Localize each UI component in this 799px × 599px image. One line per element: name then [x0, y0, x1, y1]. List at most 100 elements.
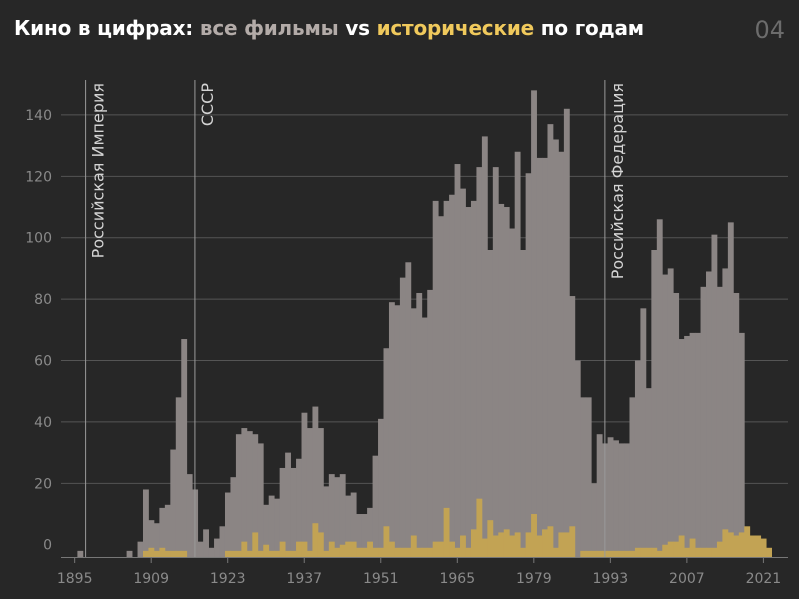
bar-all-films	[274, 498, 281, 557]
bar-historical	[427, 547, 434, 557]
bar-all-films	[372, 455, 379, 557]
bar-historical	[323, 550, 330, 557]
bar-all-films	[716, 286, 723, 557]
bar-all-films	[520, 250, 527, 557]
bar-all-films	[574, 360, 581, 557]
bar-historical	[640, 547, 647, 557]
bar-historical	[618, 550, 625, 557]
bar-all-films	[700, 286, 707, 557]
title-vs: vs	[338, 16, 377, 40]
bar-historical	[727, 532, 734, 557]
bar-historical	[563, 532, 570, 557]
bar-historical	[749, 535, 756, 557]
bar-historical	[399, 547, 406, 557]
bar-all-films	[547, 124, 554, 557]
bar-all-films	[399, 277, 406, 557]
bar-historical	[388, 541, 395, 557]
bar-historical	[607, 550, 614, 557]
bar-historical	[230, 550, 237, 557]
bar-all-films	[509, 228, 516, 557]
bar-all-films	[607, 437, 614, 557]
bar-all-films	[503, 207, 510, 557]
bar-all-films	[405, 262, 412, 557]
bar-historical	[443, 507, 450, 557]
bar-historical	[170, 550, 177, 557]
bar-all-films	[296, 458, 302, 557]
bar-all-films	[164, 504, 171, 557]
bar-all-films	[706, 271, 712, 557]
bar-all-films	[367, 507, 373, 557]
bar-historical	[356, 547, 363, 557]
bar-all-films	[542, 157, 548, 557]
bar-historical	[181, 550, 188, 557]
bar-all-films	[257, 443, 264, 557]
bar-all-films	[268, 495, 275, 557]
x-tick-label: 1937	[286, 571, 322, 587]
bar-historical	[454, 547, 461, 557]
bar-historical	[306, 550, 313, 557]
bar-all-films	[334, 477, 341, 557]
bar-historical	[711, 547, 718, 557]
bar-all-films	[126, 550, 133, 557]
bar-historical	[274, 550, 281, 557]
bar-all-films	[214, 538, 220, 557]
bar-all-films	[219, 526, 226, 557]
bar-historical	[148, 547, 155, 557]
bar-historical	[465, 547, 472, 557]
bar-historical	[585, 550, 592, 557]
bar-all-films	[727, 222, 734, 557]
bar-historical	[361, 547, 368, 557]
title-historical: исторические	[376, 16, 535, 40]
bar-all-films	[388, 302, 395, 557]
bar-historical	[246, 550, 253, 557]
bar-all-films	[290, 467, 297, 557]
bar-historical	[645, 547, 652, 557]
title-part-lead: Кино в цифрах:	[14, 16, 200, 40]
bar-all-films	[552, 139, 559, 558]
bar-historical	[629, 550, 636, 557]
bar-historical	[634, 547, 641, 557]
bar-historical	[706, 547, 712, 557]
bar-historical	[263, 544, 270, 557]
bar-all-films	[203, 529, 209, 557]
bar-all-films	[246, 431, 253, 557]
bar-historical	[476, 498, 483, 557]
bar-all-films	[263, 504, 270, 557]
bar-all-films	[421, 317, 428, 557]
title-part-tail: по годам	[534, 16, 644, 40]
bar-all-films	[498, 203, 505, 557]
y-tick-label: 0	[43, 538, 52, 554]
bar-all-films	[285, 452, 291, 557]
bar-historical	[766, 547, 773, 557]
bar-all-films	[525, 173, 532, 557]
bar-all-films	[465, 207, 472, 557]
bar-historical	[235, 550, 242, 557]
bar-historical	[350, 541, 357, 557]
bar-all-films	[733, 292, 740, 557]
bar-all-films	[224, 492, 231, 557]
bar-all-films	[591, 483, 598, 557]
bar-historical	[268, 550, 275, 557]
bar-historical	[503, 529, 510, 557]
bar-historical	[334, 547, 341, 557]
bar-all-films	[142, 489, 149, 557]
bar-all-films	[383, 348, 390, 557]
bar-all-films	[476, 167, 483, 558]
bar-all-films	[317, 428, 324, 557]
bar-historical	[624, 550, 630, 557]
bar-historical	[760, 538, 767, 557]
bar-all-films	[449, 194, 455, 558]
bar-all-films	[306, 428, 313, 557]
bar-historical	[667, 541, 674, 557]
bar-historical	[744, 526, 751, 557]
bar-all-films	[667, 268, 674, 557]
bar-historical	[684, 547, 691, 557]
bar-historical	[339, 544, 346, 557]
bar-all-films	[569, 296, 576, 557]
y-tick-label: 140	[25, 108, 52, 124]
chart-title: Кино в цифрах: все фильмы vs исторически…	[14, 16, 644, 40]
bar-historical	[175, 550, 182, 557]
bar-all-films	[235, 434, 242, 557]
x-tick-label: 1951	[363, 571, 399, 587]
x-tick-label: 1979	[516, 571, 552, 587]
